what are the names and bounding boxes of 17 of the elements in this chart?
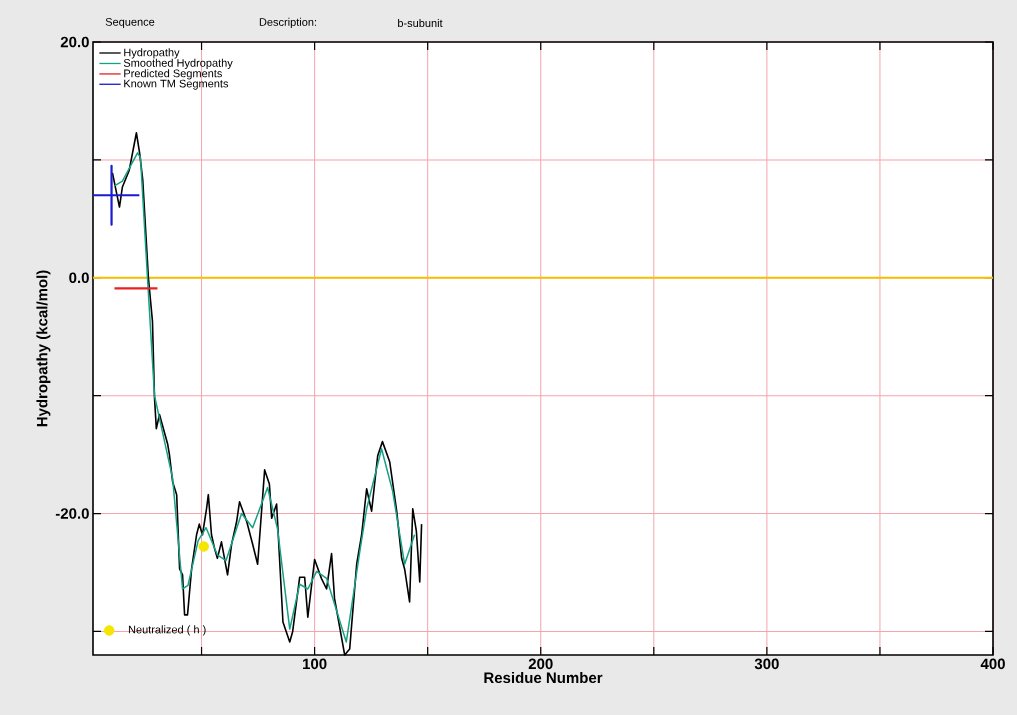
y-tick-label: -20.0 <box>55 508 89 519</box>
legend-label: Smoothed Hydropathy <box>123 58 233 69</box>
text: b-subunit <box>398 18 443 28</box>
y-axis-title: Hydropathy (kcal/mol) <box>36 270 51 427</box>
legend-label: Known TM Segments <box>124 79 229 90</box>
x-tick-label: 200 <box>528 658 553 670</box>
x-tick-label: 100 <box>303 658 327 670</box>
legend-label: Neutralized ( h ) <box>128 625 206 636</box>
text: Description: <box>259 17 317 29</box>
legend-label: Predicted Segments <box>124 69 222 80</box>
y-tick-label: 20.0 <box>60 36 89 48</box>
x-tick-label: 300 <box>754 658 779 670</box>
text: Sequence <box>105 18 155 28</box>
x-tick-label: 400 <box>980 658 1005 670</box>
y-tick-label: 0.0 <box>69 272 89 284</box>
legend-label: Hydropathy <box>124 48 180 59</box>
x-axis-title: Residue Number <box>484 672 603 684</box>
